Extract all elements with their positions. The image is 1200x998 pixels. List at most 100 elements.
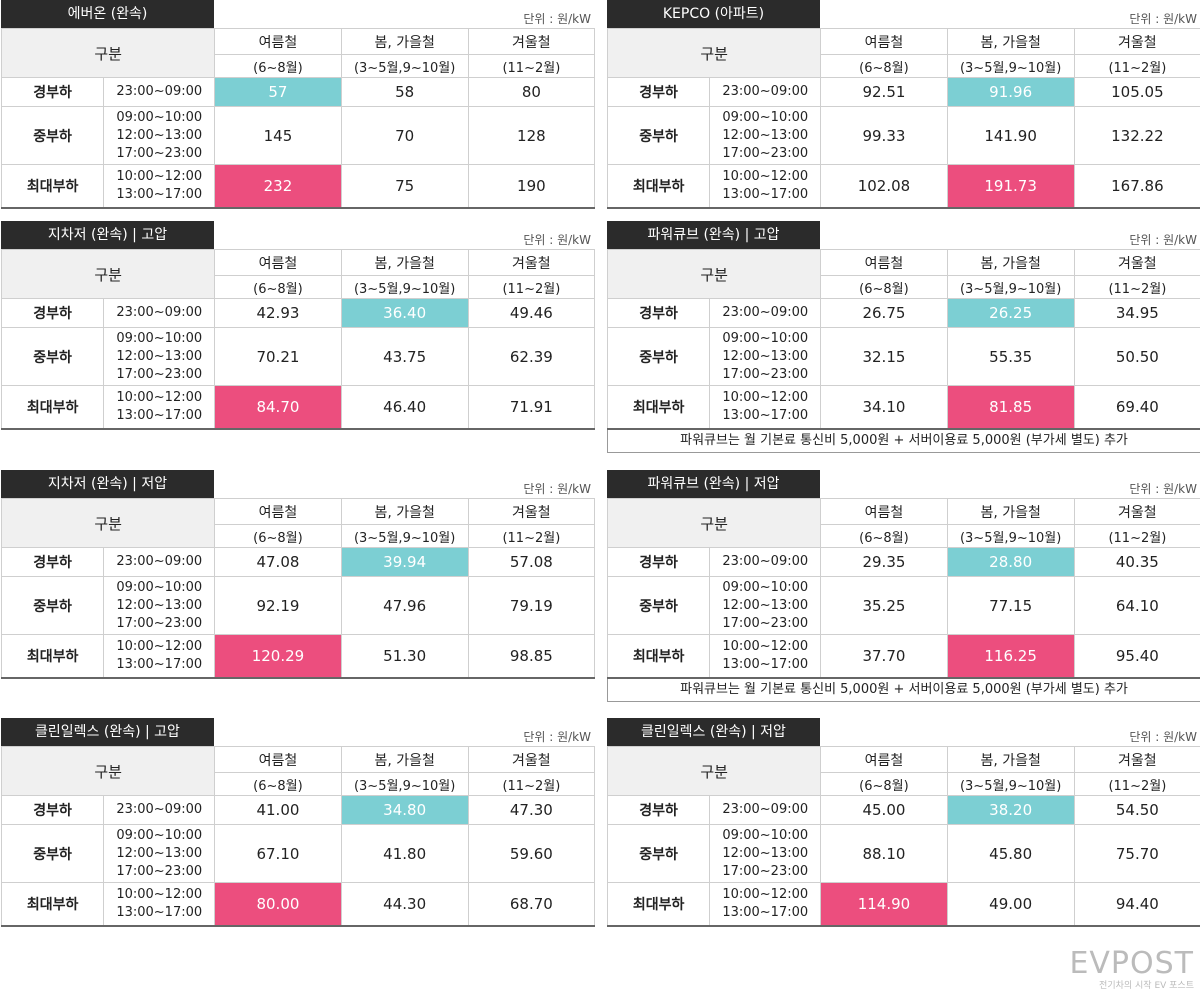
- time-line: 12:00~13:00: [116, 597, 203, 613]
- gubun-header: 구분: [0, 498, 216, 548]
- time-range-mid: 09:00~10:00 12:00~13:00 17:00~23:00: [103, 824, 216, 883]
- summer-header: 여름철: [214, 28, 342, 55]
- unit-label: 단위 : 원/kW: [1129, 233, 1197, 247]
- value-cell: 62.39: [467, 327, 596, 386]
- spring-fall-period: (3~5월,9~10월): [946, 54, 1075, 78]
- winter-header: 겨울철: [1073, 498, 1200, 525]
- winter-header: 겨울철: [467, 746, 596, 773]
- time-line: 12:00~13:00: [722, 845, 809, 861]
- load-label-light: 경부하: [0, 547, 105, 577]
- spring-fall-period: (3~5월,9~10월): [340, 524, 469, 548]
- value-cell: 49.00: [946, 882, 1075, 926]
- unit-label: 단위 : 원/kW: [523, 12, 591, 26]
- value-cell: 34.95: [1073, 298, 1200, 328]
- header-row-period: (6~8월) (3~5월,9~10월) (11~2월): [2, 772, 596, 796]
- time-line: 10:00~12:00: [116, 638, 203, 654]
- time-line: 13:00~17:00: [116, 656, 203, 672]
- logo-text: EVPOST: [1069, 946, 1194, 981]
- time-line: 09:00~10:00: [722, 579, 809, 595]
- gubun-header: 구분: [0, 28, 216, 78]
- table-row-mid-load: 중부하 09:00~10:00 12:00~13:00 17:00~23:00 …: [606, 824, 1200, 883]
- table-row-peak-load: 최대부하 10:00~12:00 13:00~17:00 84.70 46.40…: [0, 385, 596, 429]
- load-label-mid: 중부하: [0, 327, 105, 386]
- spring-fall-header: 봄, 가을철: [946, 498, 1075, 525]
- gubun-header: 구분: [606, 746, 822, 796]
- value-cell: 114.90: [820, 882, 948, 926]
- winter-period: (11~2월): [467, 275, 596, 299]
- winter-header: 겨울철: [1073, 746, 1200, 773]
- table-row-peak-load: 최대부하 10:00~12:00 13:00~17:00 120.29 51.3…: [0, 634, 596, 678]
- value-cell: 145: [214, 106, 342, 165]
- rate-table: 구분 여름철 봄, 가을철 겨울철 (6~8월) (3~5월,9~10월) (1…: [0, 498, 596, 679]
- time-line: 12:00~13:00: [116, 127, 203, 143]
- time-range-peak: 10:00~12:00 13:00~17:00: [103, 385, 216, 429]
- table-row-light-load: 경부하 23:00~09:00 42.93 36.40 49.46: [0, 298, 596, 328]
- header-row-season: 구분 여름철 봄, 가을철 겨울철: [606, 746, 1200, 796]
- value-cell: 92.51: [820, 77, 948, 107]
- winter-period: (11~2월): [1073, 54, 1200, 78]
- value-cell: 35.25: [820, 576, 948, 635]
- value-cell: 102.08: [820, 164, 948, 208]
- summer-period: (6~8월): [820, 524, 948, 548]
- time-line: 17:00~23:00: [722, 615, 809, 631]
- value-cell: 54.50: [1073, 795, 1200, 825]
- summer-header: 여름철: [820, 746, 948, 773]
- load-label-mid: 중부하: [0, 106, 105, 165]
- load-label-peak: 최대부하: [0, 882, 105, 926]
- summer-header: 여름철: [820, 28, 948, 55]
- value-cell: 32.15: [820, 327, 948, 386]
- time-range-peak: 10:00~12:00 13:00~17:00: [709, 634, 822, 678]
- value-cell: 99.33: [820, 106, 948, 165]
- time-line: 13:00~17:00: [116, 904, 203, 920]
- time-range-mid: 09:00~10:00 12:00~13:00 17:00~23:00: [709, 576, 822, 635]
- value-cell: 49.46: [467, 298, 596, 328]
- table-row-mid-load: 중부하 09:00~10:00 12:00~13:00 17:00~23:00 …: [0, 576, 596, 635]
- rate-table: 구분 여름철 봄, 가을철 겨울철 (6~8월) (3~5월,9~10월) (1…: [0, 28, 596, 209]
- time-line: 13:00~17:00: [722, 186, 809, 202]
- table-row-peak-load: 최대부하 10:00~12:00 13:00~17:00 80.00 44.30…: [0, 882, 596, 926]
- winter-header: 겨울철: [1073, 28, 1200, 55]
- value-cell: 47.30: [467, 795, 596, 825]
- table-row-peak-load: 최대부하 10:00~12:00 13:00~17:00 114.90 49.0…: [606, 882, 1200, 926]
- value-cell: 29.35: [820, 547, 948, 577]
- value-cell: 64.10: [1073, 576, 1200, 635]
- time-line: 10:00~12:00: [116, 389, 203, 405]
- value-cell: 38.20: [946, 795, 1075, 825]
- time-range-light: 23:00~09:00: [709, 77, 822, 107]
- spring-fall-header: 봄, 가을철: [340, 498, 469, 525]
- table-row-light-load: 경부하 23:00~09:00 41.00 34.80 47.30: [0, 795, 596, 825]
- value-cell: 36.40: [340, 298, 469, 328]
- value-cell: 98.85: [467, 634, 596, 678]
- table-title: 파워큐브 (완속) | 저압: [607, 470, 820, 498]
- time-line: 13:00~17:00: [722, 904, 809, 920]
- value-cell: 191.73: [946, 164, 1075, 208]
- time-line: 09:00~10:00: [116, 109, 203, 125]
- time-line: 09:00~10:00: [722, 330, 809, 346]
- load-label-peak: 최대부하: [606, 634, 711, 678]
- winter-header: 겨울철: [1073, 249, 1200, 276]
- time-line: 10:00~12:00: [116, 886, 203, 902]
- time-range-light: 23:00~09:00: [709, 795, 822, 825]
- gubun-header: 구분: [0, 746, 216, 796]
- value-cell: 232: [214, 164, 342, 208]
- value-cell: 43.75: [340, 327, 469, 386]
- spring-fall-period: (3~5월,9~10월): [340, 54, 469, 78]
- load-label-light: 경부하: [606, 298, 711, 328]
- value-cell: 55.35: [946, 327, 1075, 386]
- time-range-light: 23:00~09:00: [103, 795, 216, 825]
- time-line: 17:00~23:00: [116, 863, 203, 879]
- spring-fall-header: 봄, 가을철: [946, 249, 1075, 276]
- rate-table: 구분 여름철 봄, 가을철 겨울철 (6~8월) (3~5월,9~10월) (1…: [606, 498, 1200, 679]
- header-row-period: (6~8월) (3~5월,9~10월) (11~2월): [2, 275, 596, 299]
- rate-table: 구분 여름철 봄, 가을철 겨울철 (6~8월) (3~5월,9~10월) (1…: [0, 249, 596, 430]
- load-label-mid: 중부하: [606, 824, 711, 883]
- time-line: 13:00~17:00: [116, 186, 203, 202]
- table-row-mid-load: 중부하 09:00~10:00 12:00~13:00 17:00~23:00 …: [606, 327, 1200, 386]
- time-range-peak: 10:00~12:00 13:00~17:00: [709, 385, 822, 429]
- value-cell: 51.30: [340, 634, 469, 678]
- table-row-peak-load: 최대부하 10:00~12:00 13:00~17:00 102.08 191.…: [606, 164, 1200, 208]
- value-cell: 50.50: [1073, 327, 1200, 386]
- value-cell: 45.00: [820, 795, 948, 825]
- value-cell: 141.90: [946, 106, 1075, 165]
- value-cell: 92.19: [214, 576, 342, 635]
